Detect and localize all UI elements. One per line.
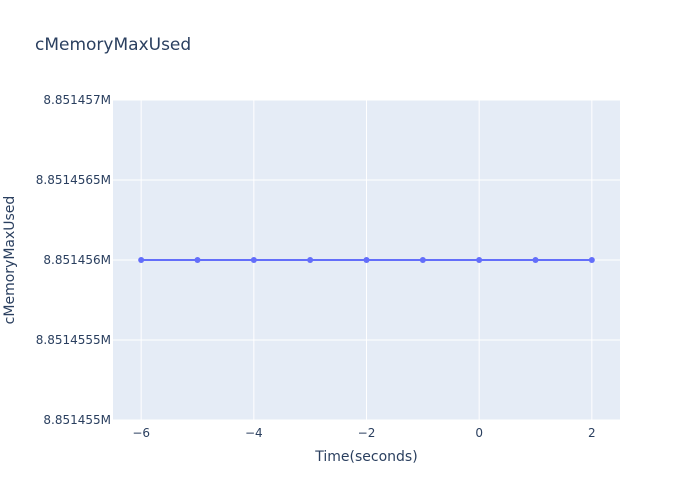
y-tick-label: 8.851457M xyxy=(43,93,111,107)
x-axis-title: Time(seconds) xyxy=(314,449,417,465)
y-tick-label: 8.8514555M xyxy=(36,333,111,347)
y-tick-label: 8.8514565M xyxy=(36,173,111,187)
series-group xyxy=(138,257,595,263)
chart-title: cMemoryMaxUsed xyxy=(35,35,191,55)
data-point[interactable] xyxy=(419,257,426,263)
data-point[interactable] xyxy=(476,257,483,263)
data-point[interactable] xyxy=(363,257,370,263)
x-tick-label: −4 xyxy=(245,426,263,440)
data-point[interactable] xyxy=(194,257,201,263)
data-point[interactable] xyxy=(532,257,539,263)
y-tick-label: 8.851455M xyxy=(43,413,111,427)
y-tick-label: 8.851456M xyxy=(43,253,111,267)
x-tick-label: 0 xyxy=(475,426,483,440)
x-tick-label: 2 xyxy=(588,426,596,440)
y-axis-title: cMemoryMaxUsed xyxy=(2,196,18,325)
data-point[interactable] xyxy=(250,257,257,263)
data-point[interactable] xyxy=(307,257,314,263)
data-point[interactable] xyxy=(138,257,145,263)
y-axis-ticks: 8.851455M 8.8514555M 8.851456M 8.8514565M 8.… xyxy=(36,93,111,427)
x-tick-label: −6 xyxy=(132,426,150,440)
x-tick-label: −2 xyxy=(358,426,376,440)
x-axis-ticks: −6 −4 −2 0 2 xyxy=(132,426,595,440)
data-point[interactable] xyxy=(588,257,595,263)
